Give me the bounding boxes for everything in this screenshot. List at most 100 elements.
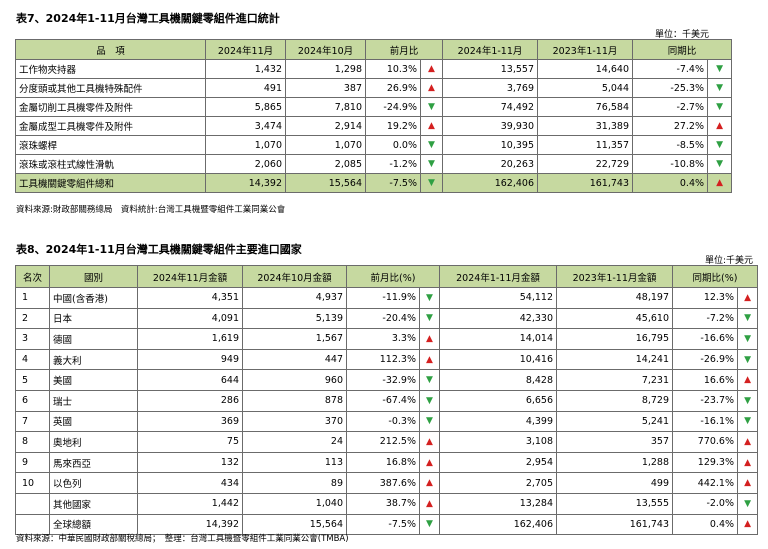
- value-ytd23: 1,288: [556, 451, 674, 474]
- value-ytd23: 11,357: [537, 135, 634, 155]
- yoy-arrow: ▼: [707, 135, 733, 155]
- value-ytd23: 7,231: [556, 369, 674, 391]
- table7-header-ytd24: 2024年1-11月: [442, 39, 539, 60]
- value-yoy: 27.2%: [632, 116, 709, 136]
- value-ytd24: 6,656: [439, 389, 558, 412]
- value-yoy: 16.6%: [672, 369, 739, 391]
- value-m10: 15,564: [242, 513, 347, 536]
- item-name: 工作物夾持器: [15, 59, 206, 79]
- value-m11: 491: [205, 78, 286, 98]
- mom-arrow: ▼: [418, 369, 441, 391]
- value-mom: 3.3%: [346, 328, 420, 350]
- value-mom: 38.7%: [346, 492, 420, 515]
- table-row: 金屬切削工具機零件及附件 5,865 7,810 -24.9% ▼ 74,492 76,58…: [15, 97, 733, 117]
- value-yoy: -2.7%: [632, 97, 709, 117]
- rank: 6: [15, 389, 50, 412]
- table-row: 7 英國 369 370 -0.3% ▼ 4,399 5,241 -16.1% ▼: [15, 410, 759, 433]
- rank: 3: [15, 328, 50, 350]
- arrow-up-icon: ▲: [426, 333, 433, 344]
- value-m10: 960: [242, 369, 347, 391]
- country-name: 德國: [49, 328, 138, 350]
- mom-arrow: ▲: [418, 348, 441, 371]
- rank: [15, 492, 50, 515]
- arrow-down-icon: ▼: [716, 159, 723, 169]
- value-mom: 10.3%: [365, 59, 421, 79]
- table-row: 滾珠或滾柱式線性滑軌 2,060 2,085 -1.2% ▼ 20,263 22,729 -1…: [15, 154, 733, 174]
- arrow-down-icon: ▼: [716, 140, 723, 150]
- value-m11: 644: [137, 369, 243, 391]
- value-m10: 1,567: [242, 328, 347, 350]
- yoy-arrow: ▼: [707, 78, 733, 98]
- table7-source: 資料來源:財政部關務總局 資料統計:台灣工具機暨零組件工業同業公會: [16, 205, 286, 215]
- arrow-down-icon: ▼: [426, 519, 433, 530]
- value-ytd23: 48,197: [556, 287, 674, 309]
- mom-arrow: ▼: [419, 173, 444, 193]
- value-ytd23: 13,555: [556, 492, 674, 515]
- value-mom: -7.5%: [346, 513, 420, 536]
- table7-header-m10: 2024年10月: [285, 39, 366, 60]
- value-m11: 434: [137, 472, 243, 494]
- value-mom: -11.9%: [346, 287, 420, 309]
- yoy-arrow: ▼: [707, 59, 733, 79]
- table7: 品 項 2024年11月 2024年10月 前月比 2024年1-11月 202…: [15, 39, 733, 193]
- arrow-down-icon: ▼: [716, 83, 723, 93]
- mom-arrow: ▼: [419, 135, 444, 155]
- item-name: 金屬成型工具機零件及附件: [15, 116, 206, 136]
- table8-header-yoy: 同期比(%): [672, 265, 759, 288]
- country-name: 瑞士: [49, 389, 138, 412]
- table-row: 10 以色列 434 89 387.6% ▲ 2,705 499 442.1% ▲: [15, 472, 759, 494]
- mom-arrow: ▼: [418, 287, 441, 309]
- value-ytd23: 14,640: [537, 59, 634, 79]
- value-m10: 370: [242, 410, 347, 433]
- item-name: 滾珠或滾柱式線性滑軌: [15, 154, 206, 174]
- value-yoy: 12.3%: [672, 287, 739, 309]
- value-m10: 4,937: [242, 287, 347, 309]
- value-m11: 5,865: [205, 97, 286, 117]
- value-m10: 113: [242, 451, 347, 474]
- value-m11: 4,351: [137, 287, 243, 309]
- value-yoy: -23.7%: [672, 389, 739, 412]
- value-m10: 2,914: [285, 116, 366, 136]
- total-ytd23: 161,743: [537, 173, 634, 193]
- value-mom: 16.8%: [346, 451, 420, 474]
- rank: 10: [15, 472, 50, 494]
- arrow-up-icon: ▲: [744, 478, 751, 489]
- arrow-down-icon: ▼: [716, 64, 723, 74]
- value-yoy: -2.0%: [672, 492, 739, 515]
- table-row: 其他國家 1,442 1,040 38.7% ▲ 13,284 13,555 -2.0% ▼: [15, 492, 759, 515]
- table-row: 4 義大利 949 447 112.3% ▲ 10,416 14,241 -26.9% ▼: [15, 348, 759, 371]
- table8-header-row: 名次 國別 2024年11月金額 2024年10月金額 前月比(%) 2024年…: [15, 265, 759, 288]
- value-m11: 1,070: [205, 135, 286, 155]
- table-row: 3 德國 1,619 1,567 3.3% ▲ 14,014 16,795 -16.6% ▼: [15, 328, 759, 350]
- table8-header-ytd24: 2024年1-11月金額: [439, 265, 558, 288]
- yoy-arrow: ▼: [737, 492, 759, 515]
- arrow-down-icon: ▼: [428, 159, 435, 169]
- value-mom: -0.3%: [346, 410, 420, 433]
- value-mom: 26.9%: [365, 78, 421, 98]
- value-ytd24: 10,416: [439, 348, 558, 371]
- value-ytd24: 13,557: [442, 59, 539, 79]
- rank: 4: [15, 348, 50, 371]
- mom-arrow: ▼: [418, 389, 441, 412]
- table8-header-m11: 2024年11月金額: [137, 265, 243, 288]
- value-ytd24: 4,399: [439, 410, 558, 433]
- table7-header-m11: 2024年11月: [205, 39, 286, 60]
- table-row: 2 日本 4,091 5,139 -20.4% ▼ 42,330 45,610 -7.2% ▼: [15, 307, 759, 330]
- country-name: 日本: [49, 307, 138, 330]
- value-yoy: -8.5%: [632, 135, 709, 155]
- total-yoy: 0.4%: [632, 173, 709, 193]
- value-yoy: -7.2%: [672, 307, 739, 330]
- value-mom: 0.0%: [365, 135, 421, 155]
- table7-header-row: 品 項 2024年11月 2024年10月 前月比 2024年1-11月 202…: [15, 39, 733, 60]
- country-name: 義大利: [49, 348, 138, 371]
- yoy-arrow: ▲: [737, 287, 759, 309]
- country-name: 奧地利: [49, 431, 138, 453]
- table8-header-m10: 2024年10月金額: [242, 265, 347, 288]
- value-yoy: -16.1%: [672, 410, 739, 433]
- yoy-arrow: ▼: [707, 154, 733, 174]
- arrow-up-icon: ▲: [744, 292, 751, 303]
- table7-header-mom: 前月比: [364, 39, 444, 60]
- yoy-arrow: ▲: [737, 513, 759, 536]
- arrow-down-icon: ▼: [426, 395, 433, 406]
- total-m10: 15,564: [285, 173, 366, 193]
